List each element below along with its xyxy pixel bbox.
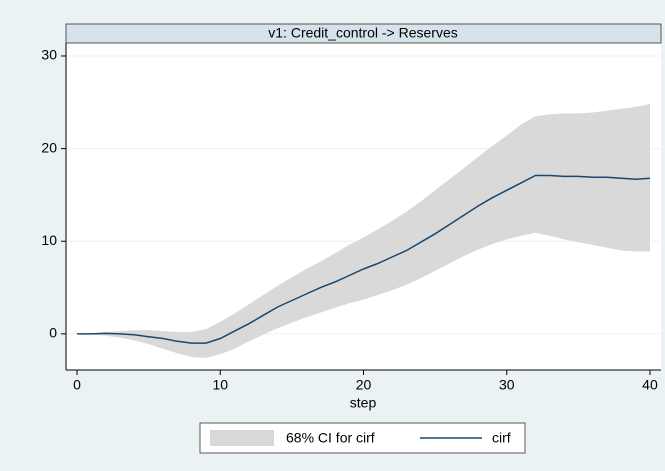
y-tick-label: 20: [41, 139, 57, 155]
x-tick-label: 10: [212, 377, 228, 393]
ci-band: [77, 104, 650, 358]
x-tick-label: 30: [499, 377, 515, 393]
legend-label: 68% CI for cirf: [286, 430, 375, 446]
x-tick-label: 0: [73, 377, 81, 393]
legend-key: [210, 430, 274, 446]
x-tick-label: 20: [356, 377, 372, 393]
x-axis-label: step: [350, 395, 377, 411]
line: [77, 174, 651, 344]
x-tick-label: 40: [642, 377, 658, 393]
y-tick-label: 0: [49, 325, 57, 341]
y-tick-label: 10: [41, 232, 57, 248]
title-box: [65, 23, 662, 44]
legend-label: cirf: [492, 430, 511, 446]
y-tick-label: 30: [41, 47, 57, 63]
chart-title: v1: Credit_control -> Reserves: [268, 25, 457, 41]
